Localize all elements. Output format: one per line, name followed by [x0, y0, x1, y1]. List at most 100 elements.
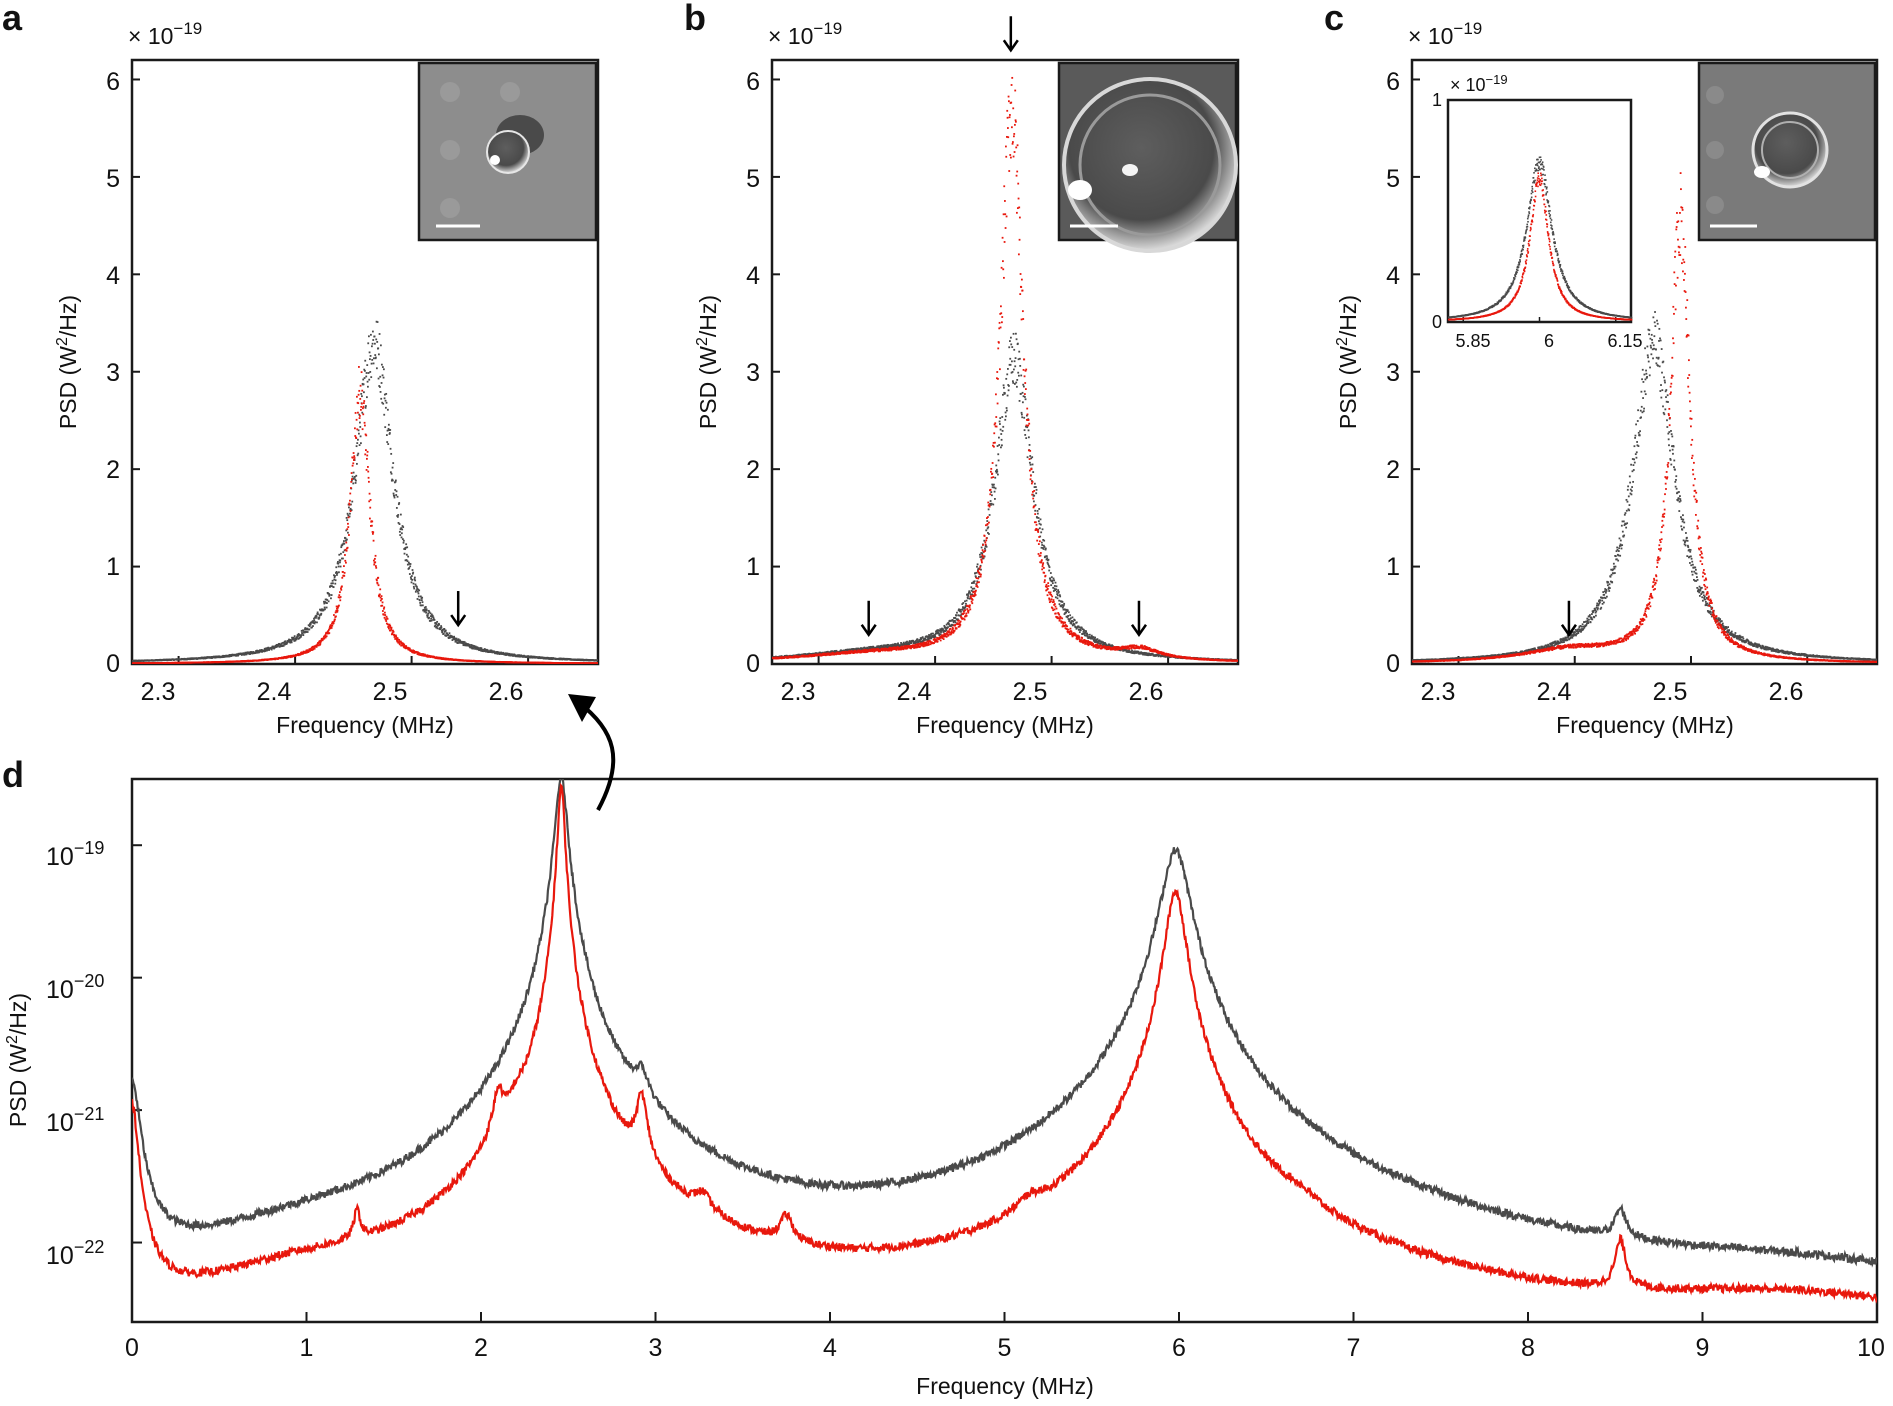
point: [964, 606, 967, 609]
point: [962, 617, 965, 620]
point: [951, 619, 954, 621]
point: [902, 641, 905, 644]
point: [885, 644, 887, 647]
point: [1011, 371, 1014, 373]
point: [943, 629, 945, 632]
point: [947, 634, 950, 637]
point: [980, 559, 983, 562]
point: [427, 609, 430, 612]
point: [412, 571, 415, 574]
point: [1070, 621, 1073, 624]
point: [988, 533, 990, 535]
point: [453, 638, 456, 641]
point: [944, 626, 947, 629]
point: [993, 490, 996, 493]
point: [394, 480, 397, 483]
point: [1011, 76, 1014, 79]
point: [407, 647, 410, 649]
point: [410, 575, 413, 577]
point: [1078, 626, 1081, 629]
point: [917, 641, 920, 644]
point: [393, 494, 396, 497]
point: [331, 585, 333, 588]
point: [396, 637, 399, 639]
point: [331, 622, 333, 625]
point: [990, 470, 992, 473]
point: [362, 413, 365, 416]
point: [954, 621, 957, 624]
point: [954, 617, 957, 619]
inset-image-a: [417, 61, 598, 242]
point: [405, 543, 408, 546]
point: [379, 588, 382, 591]
point: [1018, 357, 1021, 360]
point: [1056, 597, 1059, 600]
point: [369, 333, 372, 336]
point: [381, 374, 384, 377]
point: [426, 654, 429, 657]
point: [919, 640, 922, 643]
point: [355, 437, 358, 439]
point: [292, 638, 295, 641]
point: [1007, 95, 1010, 98]
point: [996, 445, 999, 447]
point: [465, 642, 467, 645]
point: [357, 402, 360, 405]
point: [375, 367, 378, 370]
point: [327, 629, 330, 632]
point: [387, 627, 390, 630]
point: [906, 647, 908, 650]
point: [975, 576, 977, 578]
point: [935, 639, 938, 642]
point: [1102, 641, 1104, 644]
point: [1014, 332, 1017, 335]
point: [1000, 305, 1002, 308]
point: [1001, 416, 1004, 418]
plot-area-b: [770, 58, 1240, 666]
point: [1076, 626, 1079, 629]
point: [1046, 557, 1049, 560]
point: [357, 438, 359, 441]
point: [358, 366, 360, 368]
point: [933, 642, 935, 645]
point: [968, 606, 971, 609]
point: [369, 506, 372, 509]
xtick-a-3: 2.6: [489, 678, 524, 706]
point: [966, 608, 969, 610]
point: [359, 384, 362, 387]
point: [304, 628, 306, 631]
point: [375, 579, 378, 582]
point: [995, 464, 998, 467]
point: [891, 648, 894, 651]
point: [358, 389, 361, 392]
point: [866, 646, 869, 649]
point: [406, 546, 409, 549]
point: [900, 643, 903, 646]
point: [979, 573, 981, 576]
point: [863, 646, 866, 649]
point: [1096, 640, 1099, 643]
point: [359, 435, 362, 438]
point: [296, 634, 299, 636]
point: [985, 537, 988, 540]
point: [988, 505, 991, 508]
point: [321, 639, 324, 642]
point: [1077, 625, 1080, 628]
point: [932, 636, 935, 639]
point: [1059, 595, 1062, 598]
point: [420, 599, 423, 602]
panel-a: a × 10−19 2.3 2.4 2.5 2.6 0 1 2 3 4 5 6 …: [2, 0, 600, 738]
point: [1101, 644, 1104, 646]
point: [385, 392, 388, 395]
point: [950, 625, 952, 628]
point: [1022, 383, 1025, 386]
point: [411, 578, 414, 581]
point: [845, 649, 848, 651]
point: [337, 560, 339, 563]
point: [447, 634, 450, 636]
point: [517, 655, 520, 658]
point: [980, 558, 983, 561]
point: [326, 631, 329, 633]
point: [349, 499, 351, 502]
